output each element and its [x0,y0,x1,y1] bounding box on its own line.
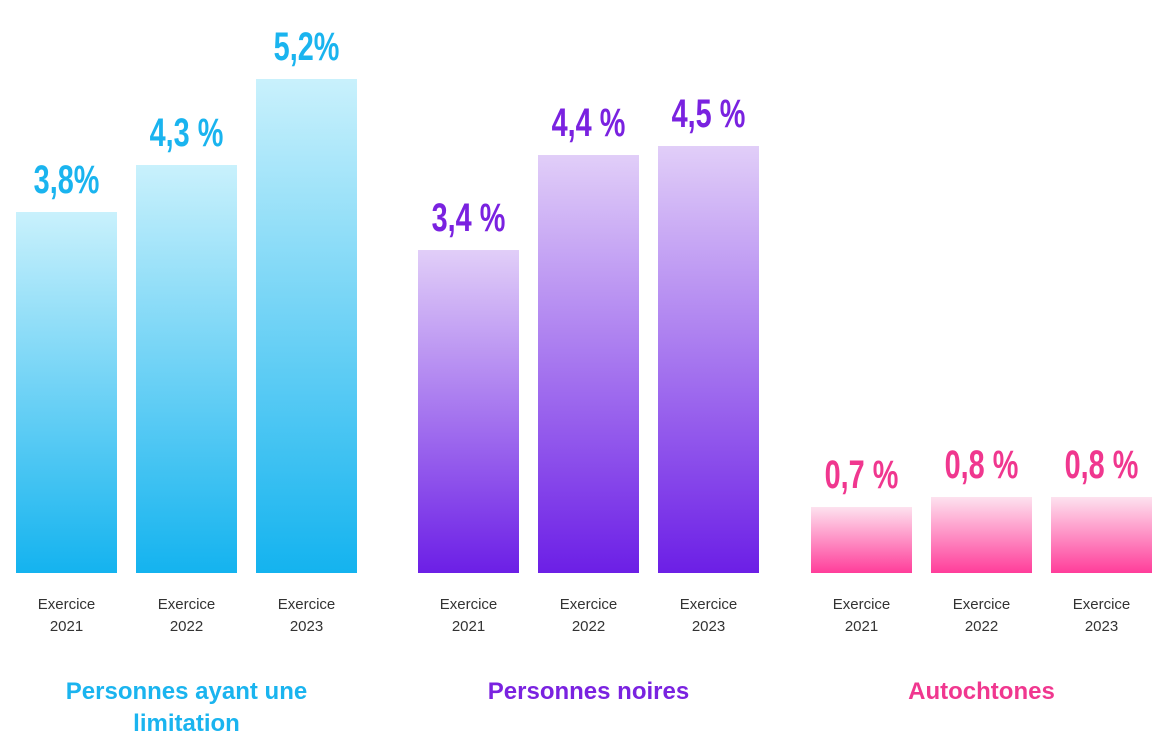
category-label: Exercice 2022 [157,596,216,635]
bar [16,212,117,573]
bar [658,145,759,573]
category-label: Exercice 2021 [832,596,891,635]
value-label: 0,8 % [1064,443,1139,487]
category-label: Exercice 2022 [952,596,1011,635]
category-label: Exercice 2022 [559,596,618,635]
category-label: Exercice 2021 [37,596,96,635]
group-title: Personnes ayant une limitation [65,678,308,737]
group-title: Personnes noires [487,678,690,705]
group-title: Autochtones [908,678,1055,705]
value-label: 4,3 % [149,110,224,155]
category-label: Exercice 2023 [1072,596,1131,635]
bar [256,79,357,573]
value-label: 3,4 % [431,196,506,240]
bar [811,506,912,573]
value-label: 4,5 % [671,91,746,136]
category-label: Exercice 2023 [679,596,738,635]
value-label: 0,7 % [824,452,899,497]
bar [538,155,639,573]
bar [931,497,1032,573]
category-label: Exercice 2021 [439,596,498,635]
value-label: 0,8 % [944,443,1019,487]
value-label: 3,8% [33,158,100,202]
bar [418,250,519,573]
bar [1051,497,1152,573]
category-label: Exercice 2023 [277,596,336,635]
value-label: 4,4 % [551,101,626,145]
value-label: 5,2% [273,25,340,69]
bar [136,164,237,573]
